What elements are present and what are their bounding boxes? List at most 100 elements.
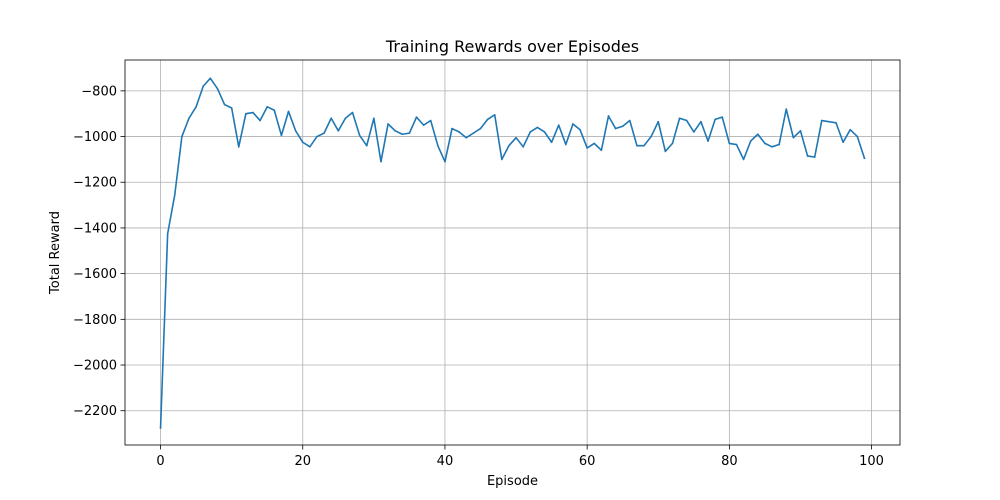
x-tick-label: 20 [294, 454, 311, 469]
data-point [543, 131, 546, 133]
data-point [394, 130, 396, 132]
data-point [287, 110, 290, 113]
data-point [501, 158, 503, 161]
series-layer [159, 77, 866, 429]
data-point [749, 140, 752, 142]
data-point [550, 141, 553, 144]
data-point [693, 131, 695, 133]
data-point [486, 118, 489, 121]
data-point [415, 116, 418, 118]
data-point [828, 120, 830, 123]
data-point [849, 128, 852, 131]
data-point [380, 160, 382, 163]
data-point [209, 77, 212, 80]
data-point [408, 132, 411, 134]
data-point [373, 117, 375, 120]
y-tick-label: −2000 [73, 359, 117, 374]
data-point [742, 158, 745, 161]
data-point [159, 427, 162, 429]
data-point [835, 122, 837, 124]
data-point [252, 111, 254, 114]
data-point [337, 130, 340, 132]
y-tick-label: −1400 [73, 221, 117, 236]
data-point [664, 150, 667, 153]
data-point [586, 147, 588, 149]
data-point [280, 134, 283, 137]
data-point [465, 136, 468, 139]
x-tick-label: 0 [156, 454, 164, 469]
data-point [650, 135, 652, 138]
data-point [458, 131, 460, 133]
x-tick-label: 60 [579, 454, 596, 469]
data-point [614, 127, 617, 130]
y-tick-label: −1600 [73, 267, 117, 282]
data-point [259, 119, 261, 122]
y-tick-label: −800 [81, 84, 117, 99]
data-point [593, 142, 596, 145]
data-point [508, 144, 510, 147]
x-tick-label: 40 [437, 454, 454, 469]
data-point [522, 146, 524, 148]
data-point [237, 146, 240, 148]
data-point [273, 109, 276, 112]
x-axis: 0 20 40 60 80 100 [156, 445, 884, 469]
data-point [223, 103, 226, 106]
data-point [799, 130, 802, 132]
data-point [493, 114, 496, 116]
data-point [536, 126, 539, 129]
data-point [792, 136, 795, 139]
data-point [294, 130, 297, 132]
data-point [195, 106, 197, 108]
data-point [351, 111, 354, 114]
reward-points [159, 77, 866, 429]
x-tick-label: 100 [859, 454, 884, 469]
data-point [266, 106, 269, 108]
data-point [323, 132, 325, 134]
data-point [173, 194, 176, 196]
data-point [387, 123, 389, 125]
data-point [636, 144, 638, 147]
y-axis: −2200 −2000 −1800 −1600 −1400 −1200 −1000 −800 [73, 84, 125, 419]
data-point [572, 123, 574, 125]
data-point [479, 127, 482, 130]
data-point [529, 131, 532, 133]
data-point [643, 144, 645, 147]
data-point [202, 85, 205, 88]
data-point [451, 127, 453, 130]
data-point [778, 143, 780, 146]
data-point [785, 108, 788, 110]
data-point [607, 115, 610, 117]
data-point [358, 134, 361, 137]
reward-series-line [159, 77, 866, 429]
data-point [245, 112, 247, 115]
data-point [657, 120, 660, 123]
data-point [813, 156, 816, 158]
y-tick-label: −1200 [73, 176, 117, 191]
data-point [344, 117, 347, 120]
data-point [301, 141, 304, 144]
data-point [856, 135, 859, 138]
data-point [557, 124, 560, 126]
data-point [472, 132, 475, 134]
data-point [756, 133, 759, 136]
data-point [863, 157, 866, 160]
data-point [422, 124, 425, 126]
y-tick-label: −2200 [73, 404, 117, 419]
data-point [365, 144, 368, 147]
y-tick-label: −1000 [73, 130, 117, 145]
data-point [309, 146, 311, 148]
data-point [166, 232, 169, 235]
data-point [671, 142, 674, 145]
data-point [820, 119, 823, 122]
data-point [565, 143, 567, 146]
data-point [181, 135, 183, 138]
data-point [401, 133, 404, 136]
x-tick-label: 80 [721, 454, 738, 469]
data-point [721, 116, 724, 118]
data-point [707, 140, 709, 142]
data-point [230, 107, 233, 109]
data-point [700, 120, 702, 123]
chart-title: Training Rewards over Episodes [385, 37, 639, 56]
